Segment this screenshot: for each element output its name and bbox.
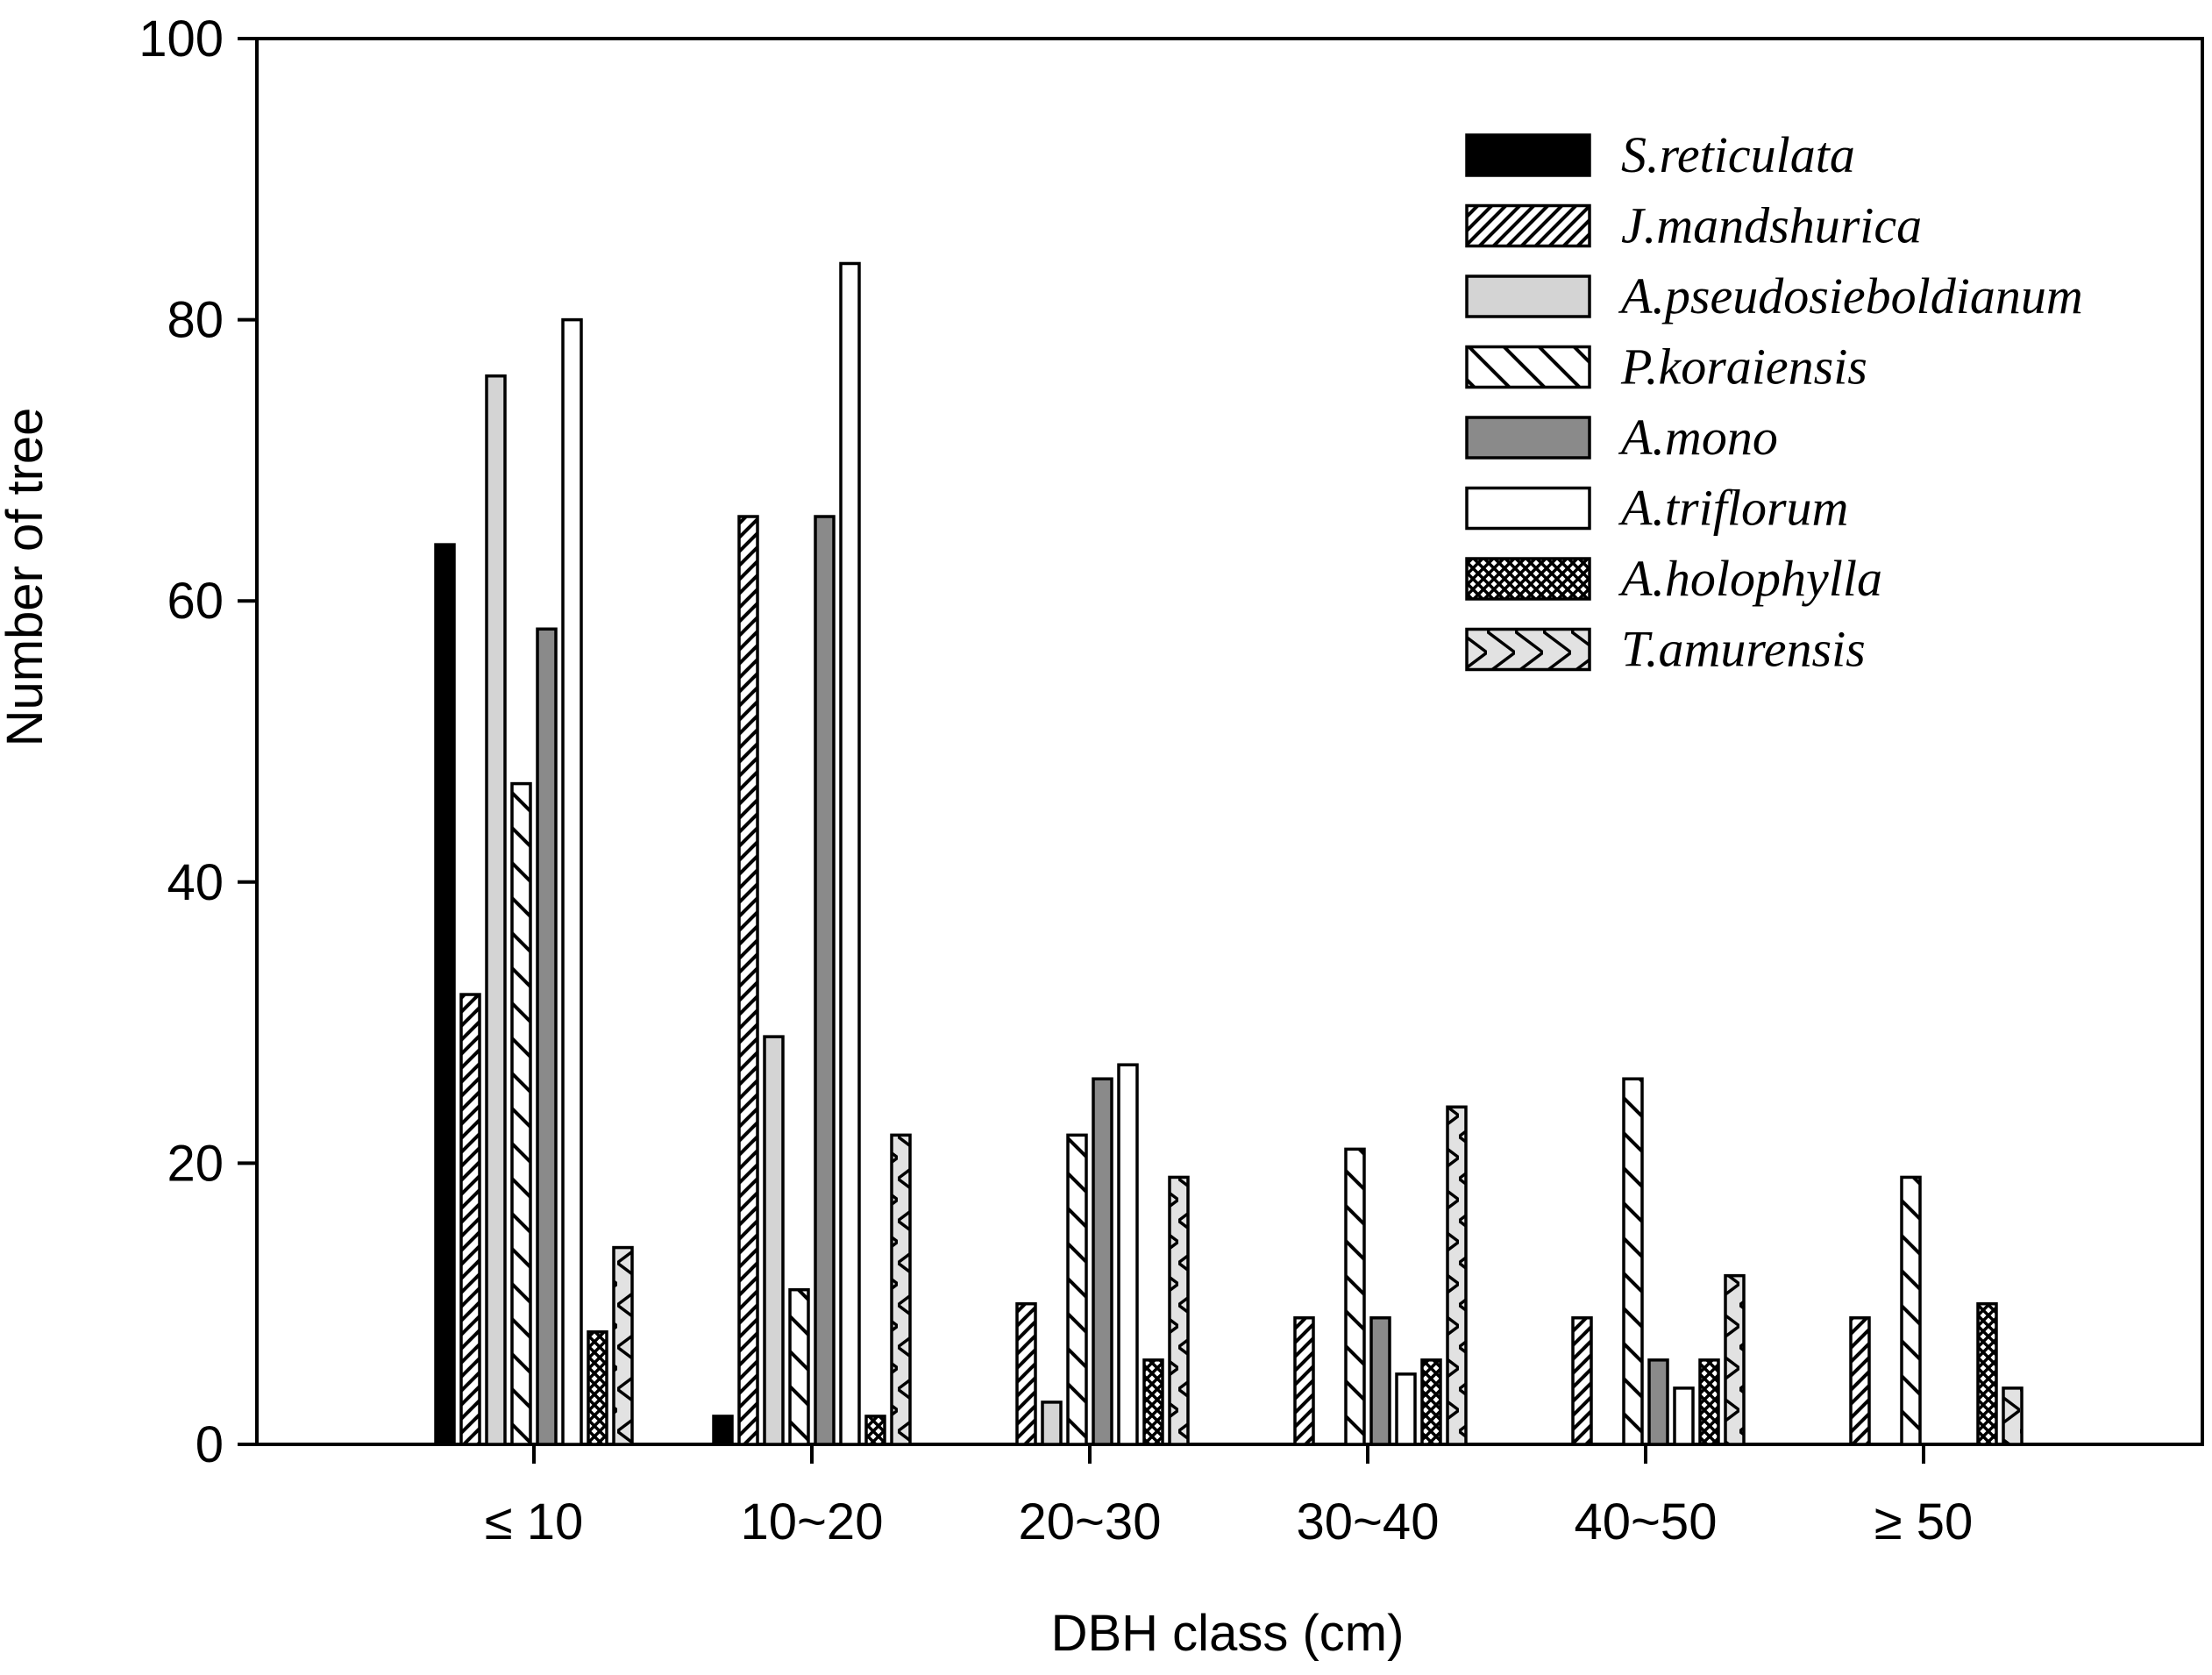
- y-tick-label: 100: [139, 11, 224, 68]
- bar: [485, 374, 507, 1446]
- bar: [1976, 1301, 1998, 1446]
- bar: [1395, 1372, 1417, 1446]
- bars: [434, 261, 2024, 1446]
- legend-swatch: [1465, 203, 1591, 248]
- legend-swatch: [1465, 486, 1591, 531]
- bar: [1293, 1315, 1315, 1446]
- bar: [561, 317, 583, 1446]
- x-tick-label: ≥ 50: [1874, 1493, 1973, 1550]
- bar: [1420, 1358, 1442, 1446]
- bar: [839, 261, 861, 1446]
- bar: [434, 543, 456, 1446]
- legend-label: P.koraiensis: [1620, 339, 1867, 396]
- x-axis: ≤ 10 10~20 20~30 30~40 40~50 ≥ 50: [485, 1444, 1973, 1550]
- x-tick-label: 20~30: [1019, 1493, 1162, 1550]
- legend-swatch: [1465, 133, 1591, 177]
- legend-label: A.pseudosieboldianum: [1618, 267, 2083, 324]
- legend-label: J.mandshurica: [1621, 197, 1922, 254]
- legend: S.reticulata J.mandshurica A.pseudosiebold…: [1465, 126, 2083, 678]
- bar: [459, 993, 481, 1446]
- bar: [1571, 1315, 1593, 1446]
- bar: [1344, 1147, 1366, 1446]
- bar: [1092, 1077, 1113, 1446]
- legend-label: A.holophylla: [1618, 550, 1882, 607]
- bar: [1015, 1301, 1037, 1446]
- y-tick-label: 0: [196, 1416, 224, 1473]
- legend-swatch: [1465, 345, 1591, 389]
- legend-label: T.amurensis: [1621, 621, 1866, 678]
- bar: [1369, 1315, 1391, 1446]
- y-tick-label: 80: [167, 292, 224, 349]
- x-tick-label: 30~40: [1297, 1493, 1440, 1550]
- bar: [1142, 1358, 1164, 1446]
- x-tick-label: ≤ 10: [485, 1493, 583, 1550]
- bar: [890, 1133, 912, 1446]
- y-axis-title: Number of tree: [0, 408, 53, 747]
- bar: [2002, 1386, 2024, 1446]
- y-axis: 0 20 40 60 80 100: [139, 11, 257, 1473]
- bar: [1041, 1401, 1063, 1446]
- bar: [1724, 1273, 1746, 1446]
- legend-swatch: [1465, 557, 1591, 601]
- x-tick-label: 10~20: [741, 1493, 884, 1550]
- bar: [510, 781, 532, 1446]
- x-axis-title: DBH class (cm): [1051, 1605, 1405, 1662]
- bar: [1622, 1077, 1644, 1446]
- bar: [612, 1245, 634, 1446]
- bar: [1698, 1358, 1720, 1446]
- legend-label: A.mono: [1618, 409, 1778, 466]
- plot-frame: [255, 37, 2204, 1446]
- y-tick-label: 40: [167, 854, 224, 911]
- bar: [1673, 1386, 1695, 1446]
- legend-swatch: [1465, 416, 1591, 460]
- bar: [536, 627, 558, 1446]
- bar: [1446, 1105, 1468, 1446]
- legend-swatch: [1465, 627, 1591, 672]
- bar: [1168, 1175, 1190, 1446]
- bar: [1647, 1358, 1669, 1446]
- bar: [1066, 1133, 1088, 1446]
- y-tick-label: 60: [167, 573, 224, 630]
- bar: [814, 515, 836, 1446]
- bar: [587, 1330, 608, 1446]
- bar: [737, 515, 759, 1446]
- bar: [864, 1415, 886, 1446]
- x-tick-label: 40~50: [1575, 1493, 1718, 1550]
- bar: [788, 1287, 810, 1446]
- bar: [712, 1415, 734, 1446]
- legend-label: A.triflorum: [1618, 480, 1848, 537]
- bar: [763, 1035, 785, 1446]
- plot-border: [255, 37, 2204, 1446]
- y-tick-label: 20: [167, 1135, 224, 1192]
- legend-label: S.reticulata: [1621, 126, 1855, 183]
- bar: [1849, 1315, 1871, 1446]
- legend-swatch: [1465, 274, 1591, 318]
- bar: [1900, 1175, 1922, 1446]
- bar: [1117, 1063, 1139, 1446]
